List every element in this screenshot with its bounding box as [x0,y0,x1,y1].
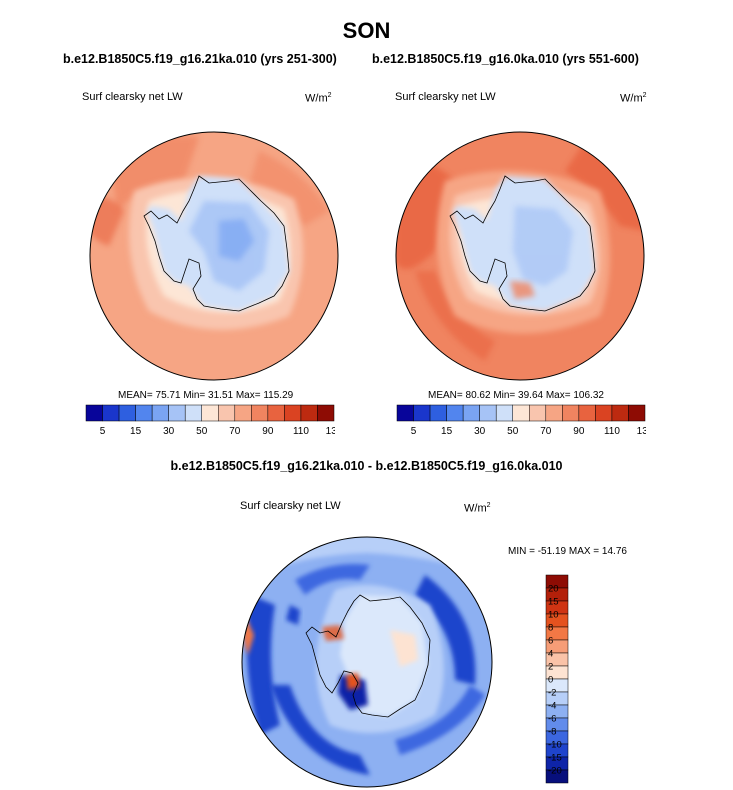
diff-units-label: W/m2 [464,502,491,515]
colorbar-swatch [267,404,285,422]
right-polar-map [395,131,645,381]
colorbar-tick-label: 70 [229,426,241,437]
colorbar-swatch [462,404,480,422]
colorbar-tick-label: 15 [441,426,453,437]
colorbar-tick-label: 8 [548,623,553,634]
colorbar-tick-label: 6 [548,636,553,647]
colorbar-swatch [611,404,629,422]
left-variable-label: Surf clearsky net LW [82,91,183,103]
colorbar-swatch [85,404,103,422]
colorbar-swatch [545,404,563,422]
colorbar-swatch [317,404,335,422]
left-run-title: b.e12.B1850C5.f19_g16.21ka.010 (yrs 251-… [63,52,337,66]
colorbar-tick-label: 50 [507,426,519,437]
colorbar-swatch [135,404,153,422]
colorbar-tick-label: -2 [548,688,556,699]
colorbar-swatch [529,404,547,422]
colorbar-tick-label: 5 [411,426,417,437]
colorbar-tick-label: 15 [130,426,142,437]
colorbar-tick-label: -8 [548,727,556,738]
right-run-title: b.e12.B1850C5.f19_g16.0ka.010 (yrs 551-6… [372,52,639,66]
colorbar-swatch [628,404,646,422]
colorbar-swatch [512,404,530,422]
colorbar-tick-label: -6 [548,714,556,725]
colorbar-tick-label: 30 [474,426,486,437]
colorbar-tick-label: 20 [548,584,559,595]
colorbar-tick-label: 30 [163,426,175,437]
difference-polar-map [241,536,493,788]
colorbar-tick-label: 15 [548,597,559,608]
colorbar-swatch [562,404,580,422]
colorbar-swatch [151,404,169,422]
left-stats: MEAN= 75.71 Min= 31.51 Max= 115.29 [118,390,294,401]
left-units-label: W/m2 [305,92,332,105]
colorbar-swatch [413,404,431,422]
colorbar-swatch [479,404,497,422]
coastline [449,175,596,312]
diff-variable-label: Surf clearsky net LW [240,500,341,512]
colorbar-swatch [201,404,219,422]
colorbar-swatch [284,404,302,422]
right-variable-label: Surf clearsky net LW [395,91,496,103]
colorbar-tick-label: 90 [573,426,585,437]
colorbar-tick-label: -4 [548,701,556,712]
right-stats: MEAN= 80.62 Min= 39.64 Max= 106.32 [428,390,604,401]
colorbar-tick-label: -10 [548,740,562,751]
colorbar-swatch [234,404,252,422]
colorbar-swatch [578,404,596,422]
colorbar-tick-label: 0 [548,675,553,686]
colorbar-tick-label: 70 [540,426,552,437]
colorbar-tick-label: 5 [100,426,106,437]
colorbar-tick-label: 130 [637,426,646,437]
coastline [305,594,431,718]
colorbar-swatch [429,404,447,422]
colorbar-tick-label: 130 [326,426,335,437]
colorbar-swatch [396,404,414,422]
difference-title: b.e12.B1850C5.f19_g16.21ka.010 - b.e12.B… [170,459,563,473]
colorbar-swatch [446,404,464,422]
colorbar-tick-label: 110 [604,426,620,437]
right-colorbar: 5 15 30 50 70 90 110 130 [396,404,646,437]
colorbar-swatch [102,404,120,422]
colorbar-tick-label: 110 [293,426,309,437]
colorbar-swatch [545,769,569,784]
left-colorbar: 5 15 30 50 70 90 110 130 [85,404,335,437]
colorbar-swatch [118,404,136,422]
colorbar-tick-label: 10 [548,610,559,621]
colorbar-tick-label: -20 [548,766,562,777]
colorbar-swatch [300,404,318,422]
colorbar-tick-label: 4 [548,649,553,660]
coastline [143,175,290,312]
colorbar-swatch [168,404,186,422]
season-title: SON [342,18,391,43]
left-polar-map [89,131,339,381]
colorbar-tick-label: 90 [262,426,274,437]
colorbar-swatch [595,404,613,422]
colorbar-tick-label: 50 [196,426,208,437]
colorbar-swatch [251,404,269,422]
diff-stats: MIN = -51.19 MAX = 14.76 [508,546,627,557]
colorbar-tick-label: 2 [548,662,553,673]
colorbar-tick-label: -15 [548,753,562,764]
colorbar-swatch [218,404,236,422]
colorbar-swatch [184,404,202,422]
colorbar-swatch [495,404,513,422]
right-units-label: W/m2 [620,92,647,105]
